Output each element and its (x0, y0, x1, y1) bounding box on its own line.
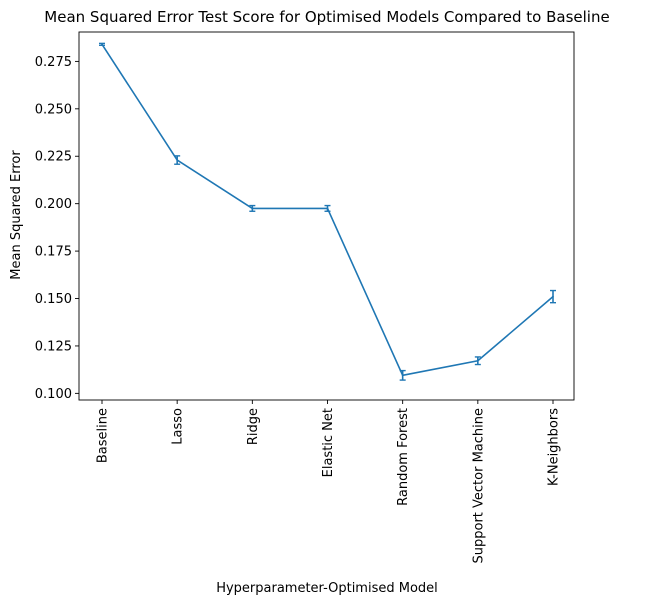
x-tick-label: K-Neighbors (547, 408, 562, 486)
data-point (326, 207, 329, 210)
plot-area: 0.100 0.125 0.150 0.175 0.200 0.225 0.250 0.275… (35, 31, 575, 564)
y-tick-label: 0.150 (35, 292, 72, 307)
data-point (552, 295, 554, 298)
axes-frame (78, 31, 575, 401)
x-axis-label: Hyperparameter-Optimised Model (216, 581, 438, 596)
y-tick-label: 0.200 (35, 197, 72, 212)
y-tick-label: 0.225 (35, 150, 72, 165)
chart-title: Mean Squared Error Test Score for Optimi… (44, 8, 609, 26)
data-point (401, 374, 404, 377)
data-point (251, 207, 254, 210)
x-tick-label: Elastic Net (321, 408, 336, 477)
x-tick-label: Random Forest (396, 408, 411, 506)
x-tick-label: Baseline (96, 408, 111, 463)
y-tick-label: 0.250 (35, 102, 72, 117)
y-tick-label: 0.175 (35, 245, 72, 260)
data-point (477, 359, 479, 362)
y-tick-label: 0.275 (35, 55, 72, 70)
y-tick-label: 0.100 (35, 387, 72, 402)
x-tick-label: Support Vector Machine (471, 408, 486, 564)
data-point (101, 43, 103, 46)
data-point (176, 159, 178, 161)
y-axis-label: Mean Squared Error (9, 150, 24, 280)
x-tick-label: Ridge (246, 408, 261, 445)
y-tick-label: 0.125 (35, 339, 72, 354)
x-tick-label: Lasso (171, 408, 186, 445)
